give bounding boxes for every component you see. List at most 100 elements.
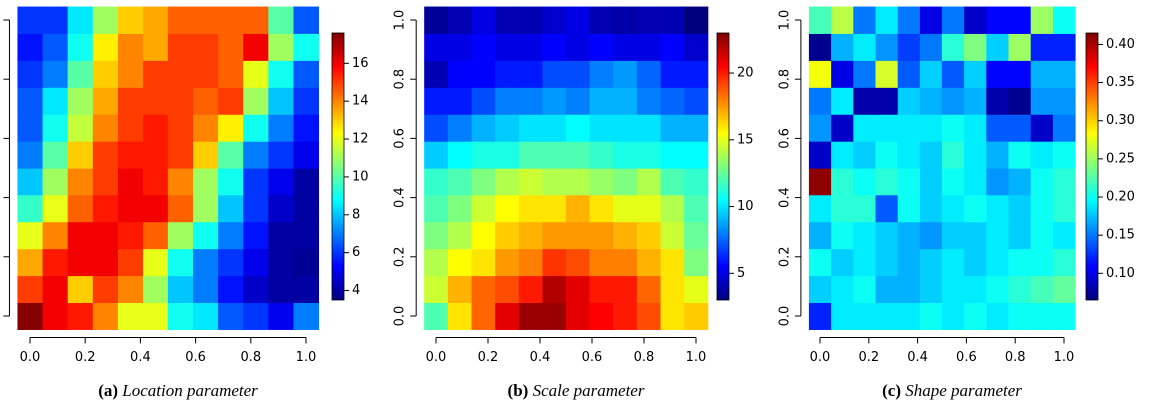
heatmap-cell (424, 33, 449, 61)
caption-text: Scale parameter (533, 381, 645, 400)
heatmap-cell (1008, 248, 1032, 277)
heatmap-cell (589, 87, 614, 115)
heatmap-cell (964, 141, 987, 169)
heatmap-cell (831, 194, 854, 223)
heatmap-cell (143, 275, 169, 304)
heatmap-cell (1052, 194, 1076, 223)
heatmap-cell (565, 33, 591, 61)
heatmap-cell (447, 221, 472, 250)
heatmap-cell (117, 141, 144, 169)
x-tick-label: 0.6 (956, 350, 977, 365)
heatmap-cell (17, 248, 44, 277)
heatmap-cell (67, 60, 94, 88)
caption: (c) Shape parameter (882, 381, 1022, 400)
heatmap-cell (518, 221, 543, 250)
heatmap-cell (167, 114, 194, 142)
heatmap-cell (565, 248, 591, 277)
heatmap-cell (986, 141, 1009, 169)
heatmap-cell (897, 141, 921, 169)
heatmap-cell (268, 60, 294, 88)
heatmap-cell (919, 87, 943, 115)
heatmap-cell (192, 194, 219, 223)
y-tick-label: 0.4 (777, 187, 792, 208)
heatmap-cell (471, 141, 496, 169)
heatmap-cell (919, 167, 943, 196)
heatmap-cell (92, 60, 119, 88)
heatmap-cell (447, 194, 472, 223)
heatmap-cell (167, 33, 194, 61)
colorbar-tick-label: 0.20 (1106, 190, 1135, 205)
heatmap-cell (218, 87, 244, 115)
heatmap-cell (167, 60, 194, 88)
heatmap-cell (853, 167, 876, 196)
heatmap-cell (117, 60, 144, 88)
heatmap-cell (613, 6, 638, 34)
heatmap-cell (1008, 221, 1032, 250)
heatmap-cell (293, 6, 320, 34)
heatmap-cell (919, 194, 943, 223)
heatmap-cell (808, 302, 832, 330)
heatmap-cell (660, 60, 685, 88)
heatmap-cell (192, 87, 219, 115)
heatmap-cell (613, 87, 638, 115)
heatmap-cell (831, 87, 854, 115)
heatmap-cell (92, 302, 119, 330)
heatmap-cell (853, 60, 876, 88)
heatmap-cell (447, 167, 472, 196)
y-tick-label: 0.0 (777, 306, 792, 327)
heatmap-cell (565, 167, 591, 196)
heatmap-cell (565, 194, 591, 223)
heatmap-cell (565, 87, 591, 115)
heatmap-cell (808, 194, 832, 223)
heatmap-cell (919, 114, 943, 142)
heatmap-cell (613, 60, 638, 88)
heatmap-cell (518, 275, 543, 304)
heatmap-cell (808, 87, 832, 115)
heatmap-cell (67, 6, 94, 34)
heatmap-cell (831, 6, 854, 34)
heatmap-cell (42, 141, 69, 169)
heatmap-cell (218, 221, 244, 250)
heatmap-cell (831, 167, 854, 196)
heatmap-cell (636, 248, 661, 277)
heatmap-cell (986, 275, 1009, 304)
y-tick-label: 0.6 (393, 128, 408, 149)
heatmap-cell (17, 141, 44, 169)
heatmap-cell (268, 141, 294, 169)
heatmap-cell (17, 60, 44, 88)
heatmap-cell (565, 275, 591, 304)
heatmap-cell (42, 114, 69, 142)
heatmap-cell (293, 114, 320, 142)
heatmap-cell (831, 275, 854, 304)
heatmap-cell (853, 87, 876, 115)
heatmap-cell (808, 221, 832, 250)
heatmap-cell (941, 114, 965, 142)
heatmap-cell (167, 167, 194, 196)
heatmap-cell (565, 302, 591, 330)
heatmap-cell (471, 167, 496, 196)
heatmap-cell (243, 60, 269, 88)
heatmap-cell (67, 114, 94, 142)
heatmap-cell (589, 6, 614, 34)
heatmap-cell (636, 302, 661, 330)
heatmap-cell (495, 141, 520, 169)
heatmap-cell (495, 221, 520, 250)
heatmap-cell (613, 33, 638, 61)
heatmap-cell (808, 275, 832, 304)
heatmap-cell (471, 302, 496, 330)
caption-text: Shape parameter (905, 381, 1022, 400)
heatmap-cell (42, 194, 69, 223)
heatmap-cell (67, 141, 94, 169)
heatmap-cell (808, 141, 832, 169)
heatmap-cell (268, 114, 294, 142)
heatmap-cell (42, 33, 69, 61)
heatmap-cell (684, 221, 709, 250)
heatmap-cell (42, 248, 69, 277)
heatmap-cell (565, 114, 591, 142)
heatmap-cell (92, 248, 119, 277)
heatmap-cell (919, 33, 943, 61)
colorbar-tick-label: 20 (737, 66, 754, 81)
heatmap-cell (875, 275, 899, 304)
heatmap-cell (447, 248, 472, 277)
heatmap-cell (471, 221, 496, 250)
